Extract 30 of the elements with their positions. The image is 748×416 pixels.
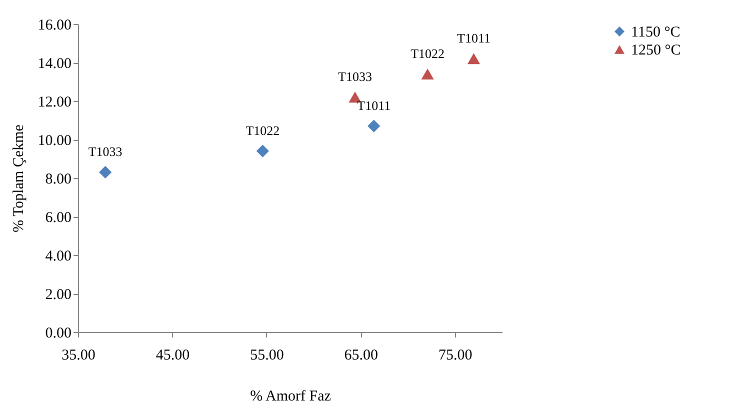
point — [99, 166, 112, 179]
point — [467, 53, 480, 64]
y-tick-label: 8.00 — [45, 172, 72, 188]
annotation: T1033 — [338, 69, 372, 84]
y-tick-label: 0.00 — [45, 326, 72, 342]
y-axis-title: % Toplam Çekme — [10, 124, 27, 232]
x-tick-label: 45.00 — [156, 348, 190, 364]
annotation: T1011 — [457, 30, 490, 46]
y-tick-label: 12.00 — [38, 94, 72, 110]
y-tick-label: 10.00 — [38, 133, 72, 149]
legend-label: 1250 °C — [631, 42, 681, 58]
y-tick-label: 6.00 — [45, 210, 72, 226]
x-tick-label: 65.00 — [344, 348, 378, 364]
y-tick-label: 16.00 — [38, 18, 72, 34]
annotation: T1011 — [357, 98, 391, 114]
point — [421, 68, 434, 80]
x-tick-label: 55.00 — [250, 348, 284, 364]
y-tick-label: 2.00 — [45, 287, 72, 303]
point — [348, 92, 362, 103]
y-tick-label: 14.00 — [38, 56, 72, 72]
x-tick-label: 35.00 — [62, 348, 96, 364]
x-axis-title: % Amorf Faz — [250, 388, 332, 404]
x-tick-label: 75.00 — [438, 348, 472, 364]
point — [368, 120, 380, 132]
annotation: T1033 — [88, 144, 122, 160]
point — [256, 144, 269, 158]
annotation: T1022 — [246, 123, 280, 138]
y-tick-label: 4.00 — [45, 248, 72, 264]
legend-label: 1150 °C — [631, 24, 680, 40]
annotation: T1022 — [410, 46, 445, 62]
